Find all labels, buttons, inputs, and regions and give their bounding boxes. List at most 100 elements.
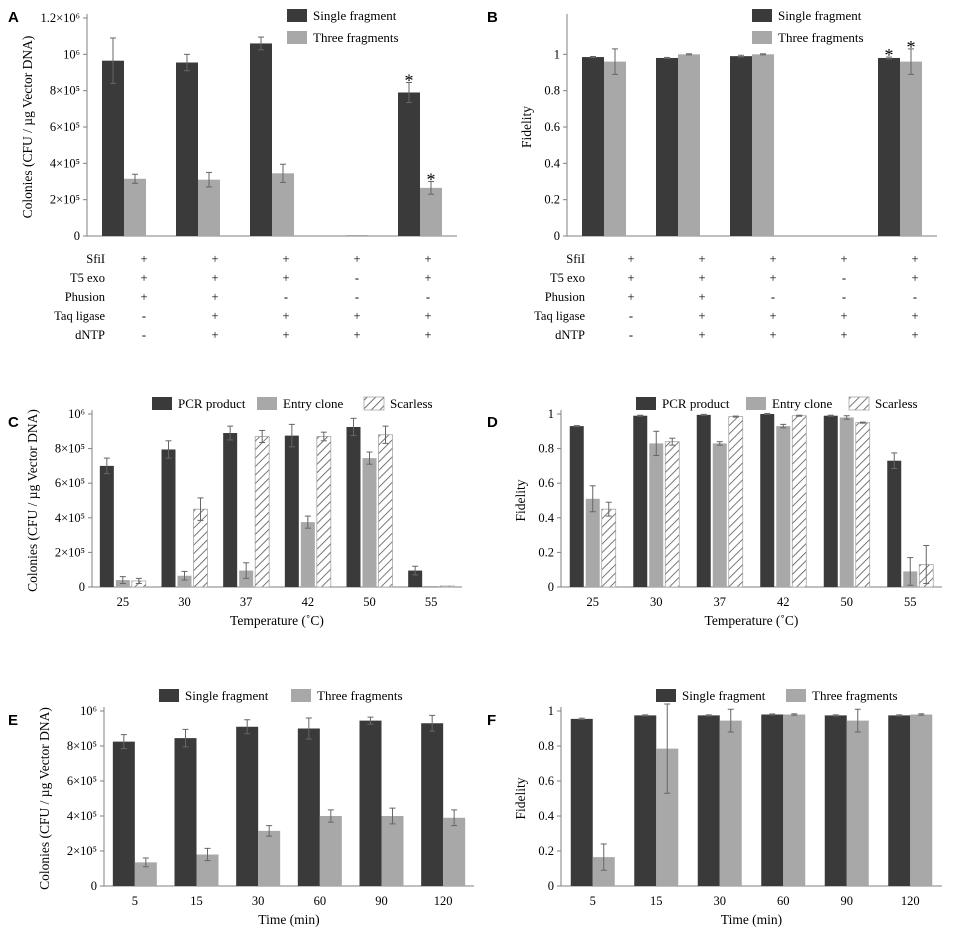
bar-single-fragment: [102, 60, 124, 236]
condition-mark: +: [140, 271, 147, 285]
y-tick-label: 2×10⁵: [55, 545, 85, 559]
condition-label: T5 exo: [70, 271, 105, 285]
condition-mark: -: [426, 290, 430, 304]
chart-panel-b: B 0 0.2 0.4 0.6 0.8 1 Fidelity * * Single fragment…: [487, 8, 937, 342]
x-tick-label: 30: [714, 894, 727, 908]
legend-swatch: [152, 397, 172, 410]
x-tick-label: 25: [587, 595, 600, 609]
panel-letter: D: [487, 414, 498, 431]
x-axis-title: Time (min): [258, 912, 319, 927]
condition-label: Taq ligase: [534, 309, 585, 323]
bar-three-fragments: [134, 862, 157, 886]
x-tick-label: 90: [375, 894, 388, 908]
condition-mark: +: [282, 271, 289, 285]
y-tick-label: 0: [548, 580, 554, 594]
bar-scarless: [791, 415, 807, 588]
y-axis-title: Colonies (CFU / µg Vector DNA): [37, 707, 52, 890]
condition-label: Phusion: [545, 290, 586, 304]
bar-three-fragments: [346, 235, 368, 236]
panel-letter: F: [487, 712, 496, 729]
legend-label: PCR product: [178, 396, 246, 411]
bar-scarless: [855, 422, 871, 588]
condition-mark: +: [211, 328, 218, 342]
condition-mark: +: [698, 271, 705, 285]
bar-three-fragments: [319, 816, 342, 886]
condition-mark: -: [913, 290, 917, 304]
bar-entry-clone: [585, 498, 600, 587]
significance-marker: *: [907, 37, 916, 57]
legend-label: Three fragments: [778, 30, 864, 45]
y-tick-label: 0: [91, 879, 97, 893]
legend-swatch: [159, 689, 179, 702]
condition-mark: -: [142, 328, 146, 342]
condition-label: dNTP: [555, 328, 585, 342]
y-tick-label: 2×10⁵: [67, 844, 97, 858]
bar-pcr-product: [887, 460, 902, 587]
y-tick-label: 0.6: [538, 476, 554, 490]
bar-single-fragment: [250, 43, 272, 236]
y-tick-label: 2×10⁵: [50, 193, 80, 207]
bar-three-fragments: [258, 830, 281, 886]
y-tick-label: 1: [554, 47, 560, 61]
x-tick-label: 15: [650, 894, 663, 908]
condition-mark: +: [627, 271, 634, 285]
x-tick-label: 120: [434, 894, 453, 908]
bar-three-fragments: [752, 54, 774, 237]
bar-single-fragment: [888, 715, 911, 886]
y-tick-label: 4×10⁵: [55, 511, 85, 525]
x-tick-label: 30: [650, 595, 663, 609]
x-tick-label: 55: [904, 595, 917, 609]
chart-panel-e: E 0 2×10⁵ 4×10⁵ 6×10⁵ 8×10⁵ 10⁶ Colonies (CFU /…: [8, 688, 474, 927]
x-tick-label: 50: [841, 595, 854, 609]
condition-mark: +: [769, 271, 776, 285]
condition-mark: +: [698, 328, 705, 342]
bar-single-fragment: [824, 715, 847, 886]
bar-single-fragment: [236, 726, 259, 886]
condition-mark: +: [627, 252, 634, 266]
y-tick-label: 6×10⁵: [55, 476, 85, 490]
legend-swatch: [287, 31, 307, 44]
bar-scarless: [378, 434, 393, 588]
legend-label: Scarless: [875, 396, 918, 411]
condition-mark: -: [842, 271, 846, 285]
bar-single-fragment: [398, 92, 420, 236]
bar-single-fragment: [421, 723, 444, 886]
legend-swatch: [257, 397, 277, 410]
y-axis-title: Colonies (CFU / µg Vector DNA): [25, 409, 40, 592]
y-tick-label: 0: [554, 229, 560, 243]
x-tick-label: 60: [314, 894, 327, 908]
condition-label: Phusion: [65, 290, 106, 304]
x-tick-label: 15: [190, 894, 203, 908]
condition-mark: +: [698, 309, 705, 323]
condition-mark: +: [140, 290, 147, 304]
y-tick-label: 1: [548, 704, 554, 718]
bar-three-fragments: [656, 748, 679, 886]
bar-scarless: [439, 585, 455, 588]
y-tick-label: 8×10⁵: [55, 442, 85, 456]
bar-single-fragment: [174, 738, 197, 886]
bar-three-fragments: [198, 179, 220, 236]
condition-mark: +: [424, 309, 431, 323]
x-tick-label: 120: [901, 894, 920, 908]
y-tick-label: 0.4: [538, 511, 554, 525]
bar-three-fragments: [592, 857, 615, 886]
legend-label: Single fragment: [682, 688, 766, 703]
y-tick-label: 0.2: [538, 844, 554, 858]
y-tick-label: 0: [74, 229, 80, 243]
condition-mark: -: [629, 328, 633, 342]
legend-swatch: [786, 689, 806, 702]
condition-mark: +: [769, 328, 776, 342]
legend-label: Three fragments: [317, 688, 403, 703]
bar-entry-clone: [424, 586, 439, 587]
bar-three-fragments: [783, 714, 806, 886]
y-tick-label: 0.6: [538, 774, 554, 788]
condition-mark: +: [769, 252, 776, 266]
condition-mark: +: [698, 290, 705, 304]
y-tick-label: 6×10⁵: [50, 120, 80, 134]
legend-swatch: [746, 397, 766, 410]
bar-scarless: [316, 436, 332, 588]
y-tick-label: 10⁶: [68, 407, 85, 421]
panel-letter: B: [487, 9, 498, 26]
y-tick-label: 0.8: [544, 84, 560, 98]
bar-pcr-product: [408, 570, 423, 587]
